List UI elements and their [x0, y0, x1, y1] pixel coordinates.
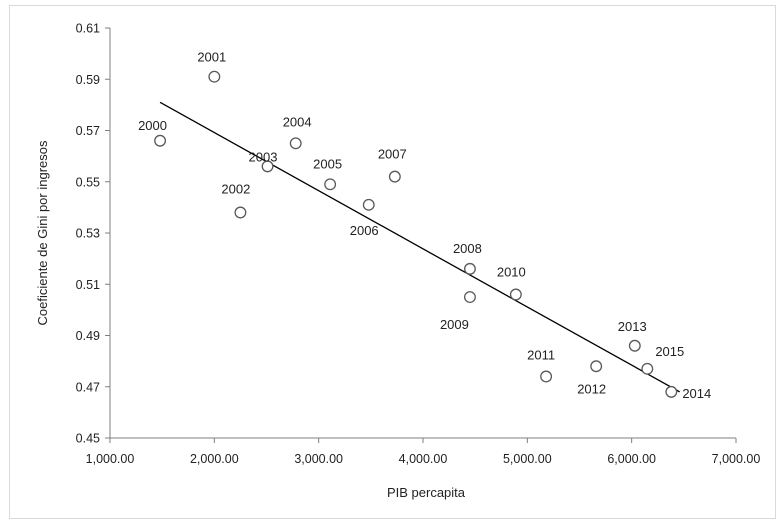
y-tick-label: 0.55	[76, 175, 100, 189]
data-point-label: 2002	[221, 182, 250, 197]
data-point-marker	[665, 385, 678, 398]
data-point-marker	[362, 198, 375, 211]
data-point-label: 2004	[283, 114, 312, 129]
data-point-label: 2003	[249, 149, 278, 164]
y-tick-label: 0.51	[76, 278, 100, 292]
data-point-label: 2008	[453, 241, 482, 256]
y-tick-label: 0.49	[76, 329, 100, 343]
data-point-label: 2012	[577, 381, 606, 396]
x-tick-label: 6,000.00	[607, 452, 656, 466]
data-point-label: 2009	[440, 317, 469, 332]
point-labels-group: 2000 2001 2002 2003 2004 2005 2006 2007 2008 2009…	[138, 50, 711, 401]
axes-group	[105, 27, 737, 443]
y-tick-label: 0.57	[76, 124, 100, 138]
data-point-label: 2007	[378, 147, 407, 162]
data-point-label: 2006	[350, 223, 379, 238]
data-point-marker	[464, 262, 476, 275]
data-point-label: 2001	[197, 50, 226, 65]
x-tick-label: 7,000.00	[712, 452, 761, 466]
x-tick-label: 1,000.00	[86, 452, 135, 466]
data-points-group	[154, 70, 678, 398]
x-tick-label: 5,000.00	[503, 452, 552, 466]
data-point-marker	[154, 134, 167, 147]
data-point-marker	[590, 360, 603, 373]
data-point-marker	[628, 339, 641, 352]
trendline-group	[159, 101, 680, 393]
y-tick-label: 0.59	[76, 73, 100, 87]
data-point-label: 2010	[497, 265, 526, 280]
data-point-marker	[464, 291, 476, 304]
data-point-marker	[324, 178, 337, 191]
data-point-marker	[641, 362, 654, 375]
data-point-marker	[261, 160, 274, 173]
chart-border	[9, 5, 776, 519]
data-point-marker	[289, 137, 302, 150]
y-tick-label: 0.45	[76, 432, 100, 446]
data-point-marker	[540, 370, 553, 383]
x-tick-label: 2,000.00	[190, 452, 239, 466]
data-point-label: 2011	[527, 348, 555, 363]
data-point-label: 2014	[682, 386, 711, 401]
x-tick-labels-group: 1,000.00 2,000.00 3,000.00 4,000.00 5,000.00…	[86, 452, 761, 466]
data-point-label: 2005	[313, 156, 342, 171]
x-tick-label: 4,000.00	[399, 452, 448, 466]
data-point-marker	[388, 170, 401, 183]
data-point-marker	[234, 206, 247, 219]
x-tick-label: 3,000.00	[294, 452, 343, 466]
data-point-label: 2013	[618, 319, 647, 334]
y-tick-label: 0.47	[76, 380, 100, 394]
y-tick-label: 0.53	[76, 227, 100, 241]
y-axis-title: Coeficiente de Gini por ingresos	[35, 140, 50, 325]
data-point-label: 2015	[655, 344, 684, 359]
x-axis-title: PIB percapita	[387, 485, 466, 500]
data-point-marker	[509, 288, 522, 301]
trendline	[159, 101, 680, 393]
data-point-marker	[208, 70, 221, 83]
data-point-label: 2000	[138, 118, 167, 133]
y-tick-labels-group: 0.45 0.47 0.49 0.51 0.53 0.55 0.57 0.59 0.61	[76, 22, 100, 446]
y-tick-label: 0.61	[76, 22, 100, 36]
